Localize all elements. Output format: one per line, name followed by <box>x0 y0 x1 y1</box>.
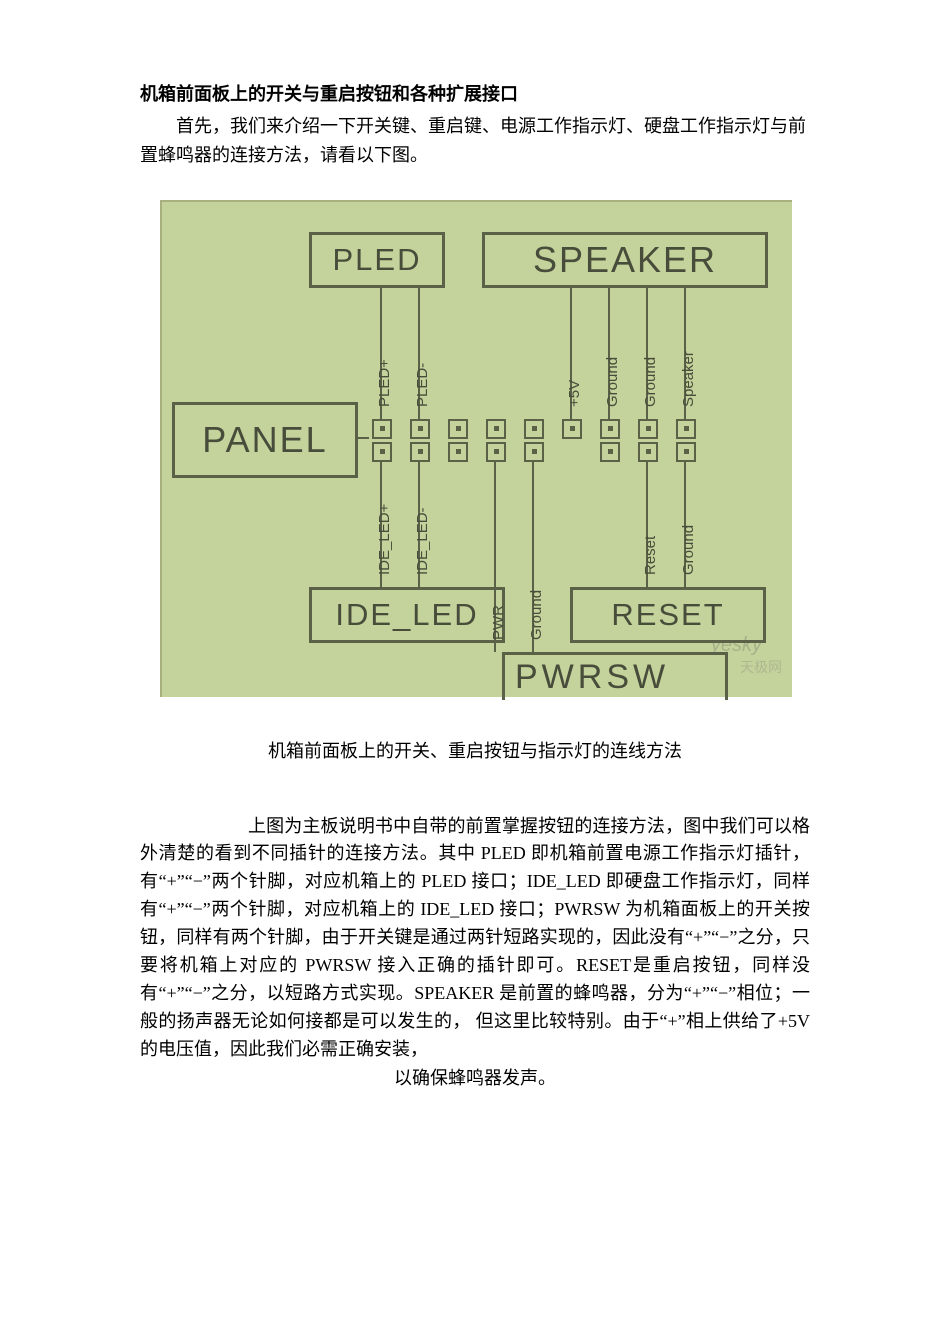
body-last-line: 以确保蜂鸣器发声。 <box>140 1064 810 1090</box>
pin-bot-2 <box>448 442 468 462</box>
watermark-cn: 天极网 <box>740 657 782 677</box>
pin-bot-6 <box>600 442 620 462</box>
pin-top-2 <box>448 419 468 439</box>
pinlabel-Ground: Ground <box>680 525 697 575</box>
pin-top-3 <box>486 419 506 439</box>
pinlabel-IDE_LED+: IDE_LED+ <box>376 503 393 574</box>
pinlabel-Ground: Ground <box>642 357 659 407</box>
pinlabel-Reset: Reset <box>642 535 659 574</box>
box-pwrsw: PWRSW <box>502 652 728 700</box>
box-speaker: SPEAKER <box>482 232 768 288</box>
pinlabel-Ground: Ground <box>604 357 621 407</box>
pinlabel-Speaker: Speaker <box>680 351 697 407</box>
diagram-caption: 机箱前面板上的开关、重启按钮与指示灯的连线方法 <box>140 737 810 763</box>
box-ide_led: IDE_LED <box>309 587 505 643</box>
pin-top-7 <box>638 419 658 439</box>
body-paragraph: 上图为主板说明书中自带的前置掌握按钮的连接方法，图中我们可以格外清楚的看到不同插… <box>140 813 810 1064</box>
pin-bot-4 <box>524 442 544 462</box>
pinlabel-IDE_LED-: IDE_LED- <box>414 507 431 575</box>
pinlabel-PLED-: PLED- <box>414 362 431 406</box>
line-panel-connect <box>355 437 369 439</box>
pinlabel-PLED+: PLED+ <box>376 359 393 407</box>
pin-top-4 <box>524 419 544 439</box>
pin-bot-7 <box>638 442 658 462</box>
pin-bot-0 <box>372 442 392 462</box>
pin-top-1 <box>410 419 430 439</box>
pin-bot-8 <box>676 442 696 462</box>
box-panel: PANEL <box>172 402 358 478</box>
pin-top-5 <box>562 419 582 439</box>
pin-bot-1 <box>410 442 430 462</box>
pinlabel-+5V: +5V <box>566 379 583 406</box>
section-title: 机箱前面板上的开关与重启按钮和各种扩展接口 <box>140 80 810 106</box>
pin-top-6 <box>600 419 620 439</box>
box-reset: RESET <box>570 587 766 643</box>
intro-paragraph: 首先，我们来介绍一下开关键、重启键、电源工作指示灯、硬盘工作指示灯与前置蜂鸣器的… <box>140 112 810 170</box>
pinlabel-Ground: Ground <box>528 590 545 640</box>
box-pled: PLED <box>309 232 445 288</box>
pin-top-8 <box>676 419 696 439</box>
pin-top-0 <box>372 419 392 439</box>
pinlabel-PWR: PWR <box>490 605 507 640</box>
panel-diagram: yesky 天极网 PLEDSPEAKERPANELIDE_LEDRESETPW… <box>160 200 792 697</box>
pin-bot-3 <box>486 442 506 462</box>
